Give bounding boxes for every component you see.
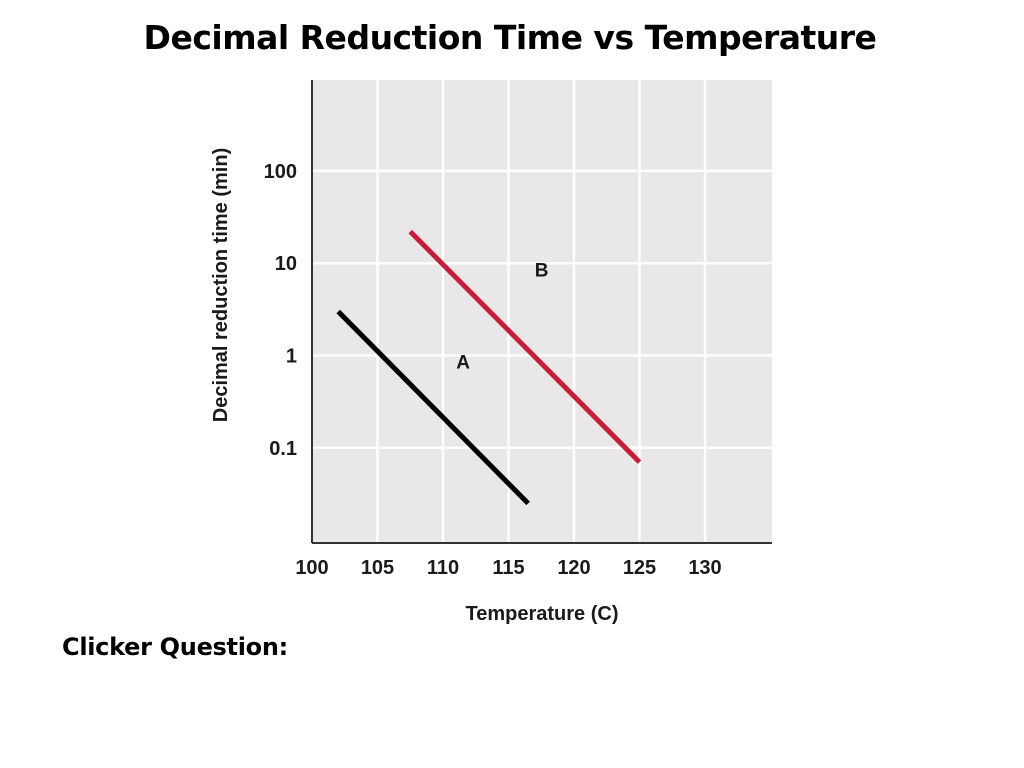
y-tick-label: 0.1	[269, 438, 297, 460]
y-axis-label: Decimal reduction time (min)	[210, 148, 232, 423]
clicker-question-label: Clicker Question:	[62, 633, 288, 661]
x-tick-label: 130	[688, 557, 721, 579]
y-tick-label: 10	[275, 253, 297, 275]
x-tick-label: 105	[361, 557, 394, 579]
series-line-a	[336, 309, 530, 506]
series-label-a: A	[456, 353, 470, 374]
x-tick-label: 115	[492, 557, 524, 579]
x-tick-label: 100	[295, 557, 328, 579]
series-label-b: B	[535, 260, 549, 281]
plot-area	[312, 80, 772, 543]
slide-title: Decimal Reduction Time vs Temperature	[143, 18, 877, 57]
x-tick-label: 120	[557, 557, 590, 579]
y-tick-label: 100	[264, 161, 297, 183]
x-tick-label: 110	[427, 557, 459, 579]
y-tick-label: 1	[286, 346, 297, 368]
x-tick-label: 125	[623, 557, 656, 579]
x-axis-label: Temperature (C)	[466, 603, 619, 625]
series-line-b	[408, 229, 642, 464]
